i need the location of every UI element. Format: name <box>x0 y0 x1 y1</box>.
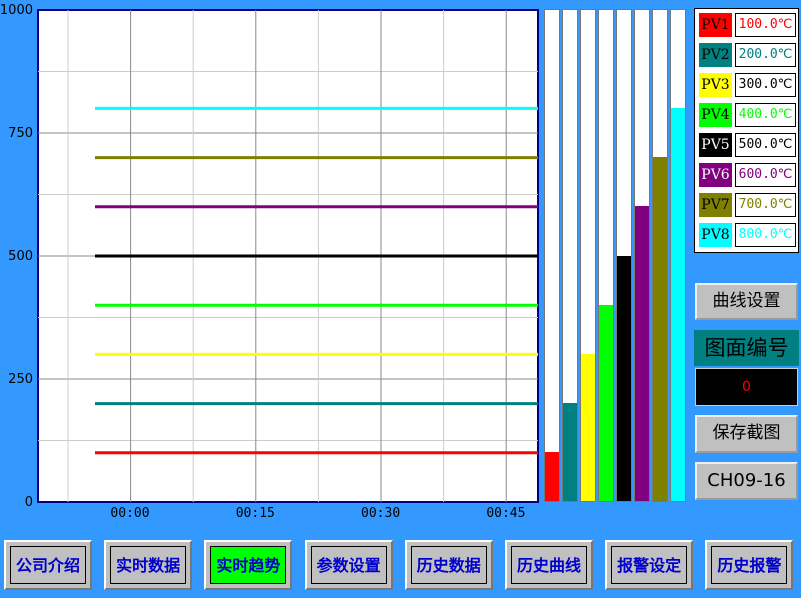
legend-row: PV2 200.0℃ <box>699 43 796 67</box>
bar-pv4 <box>598 9 614 502</box>
legend-row: PV4 400.0℃ <box>699 103 796 127</box>
legend-tag: PV2 <box>699 43 732 67</box>
legend-tag: PV3 <box>699 73 732 97</box>
channel-button[interactable]: CH09-16 <box>695 462 798 500</box>
y-tick-label: 500 <box>8 249 33 264</box>
nav-button-label: 报警设定 <box>611 546 688 584</box>
bar-pv5 <box>616 9 632 502</box>
bar-pv8 <box>670 9 686 502</box>
nav-button-label: 历史数据 <box>410 546 487 584</box>
legend-value: 100.0℃ <box>735 13 796 37</box>
nav-button[interactable]: 历史曲线 <box>505 540 593 590</box>
legend-panel: PV1 100.0℃ PV2 200.0℃ PV3 300.0℃ PV4 400.0℃ PV5 5… <box>694 8 799 253</box>
nav-button-label: 实时趋势 <box>210 546 287 584</box>
nav-button[interactable]: 公司介绍 <box>4 540 92 590</box>
legend-tag: PV8 <box>699 223 732 247</box>
trend-chart: 0 250 500 750 1000 00:00 00:15 00:30 00:45 <box>0 3 539 521</box>
legend-row: PV7 700.0℃ <box>699 193 796 217</box>
legend-value: 500.0℃ <box>735 133 796 157</box>
legend-row: PV5 500.0℃ <box>699 133 796 157</box>
legend-row: PV6 600.0℃ <box>699 163 796 187</box>
y-tick-label: 750 <box>8 126 33 141</box>
bar-fill <box>563 402 577 501</box>
bar-fill <box>671 108 685 501</box>
legend-value: 800.0℃ <box>735 223 796 247</box>
y-tick-label: 1000 <box>0 3 33 18</box>
screen-number-label: 图面编号 <box>694 330 799 366</box>
save-screenshot-button[interactable]: 保存截图 <box>695 415 798 453</box>
nav-button[interactable]: 实时数据 <box>104 540 193 590</box>
nav-button[interactable]: 报警设定 <box>605 540 694 590</box>
nav-button-label: 实时数据 <box>110 546 187 584</box>
legend-value: 600.0℃ <box>735 163 796 187</box>
screen-number-display: 0 <box>695 368 798 406</box>
legend-tag: PV7 <box>699 193 732 217</box>
bar-pv2 <box>562 9 578 502</box>
legend-value: 700.0℃ <box>735 193 796 217</box>
bar-pv1 <box>544 9 560 502</box>
nav-button-label: 参数设置 <box>310 546 387 584</box>
nav-button[interactable]: 历史数据 <box>404 540 493 590</box>
y-tick-label: 250 <box>8 372 33 387</box>
x-tick-label: 00:30 <box>361 506 400 521</box>
x-tick-label: 00:00 <box>110 506 149 521</box>
nav-button-label: 历史报警 <box>711 546 788 584</box>
legend-value: 200.0℃ <box>735 43 796 67</box>
x-tick-label: 00:45 <box>486 506 525 521</box>
bar-fill <box>635 206 649 501</box>
x-tick-label: 00:15 <box>236 506 275 521</box>
legend-tag: PV6 <box>699 163 732 187</box>
curve-settings-button[interactable]: 曲线设置 <box>695 283 798 320</box>
bar-pv6 <box>634 9 650 502</box>
nav-button[interactable]: 参数设置 <box>304 540 393 590</box>
nav-button[interactable]: 历史报警 <box>705 540 794 590</box>
bar-fill <box>599 304 613 501</box>
legend-row: PV3 300.0℃ <box>699 73 796 97</box>
bar-pv7 <box>652 9 668 502</box>
legend-tag: PV5 <box>699 133 732 157</box>
legend-row: PV1 100.0℃ <box>699 13 796 37</box>
bar-fill <box>581 353 595 501</box>
y-tick-label: 0 <box>25 495 33 510</box>
legend-tag: PV4 <box>699 103 732 127</box>
bar-fill <box>653 157 667 501</box>
legend-value: 400.0℃ <box>735 103 796 127</box>
bar-pv3 <box>580 9 596 502</box>
legend-value: 300.0℃ <box>735 73 796 97</box>
bar-fill <box>545 451 559 501</box>
legend-row: PV8 800.0℃ <box>699 223 796 247</box>
nav-button-label: 历史曲线 <box>511 546 587 584</box>
bar-fill <box>617 255 631 501</box>
nav-button-label: 公司介绍 <box>10 546 86 584</box>
legend-tag: PV1 <box>699 13 732 37</box>
nav-button[interactable]: 实时趋势 <box>204 540 293 590</box>
